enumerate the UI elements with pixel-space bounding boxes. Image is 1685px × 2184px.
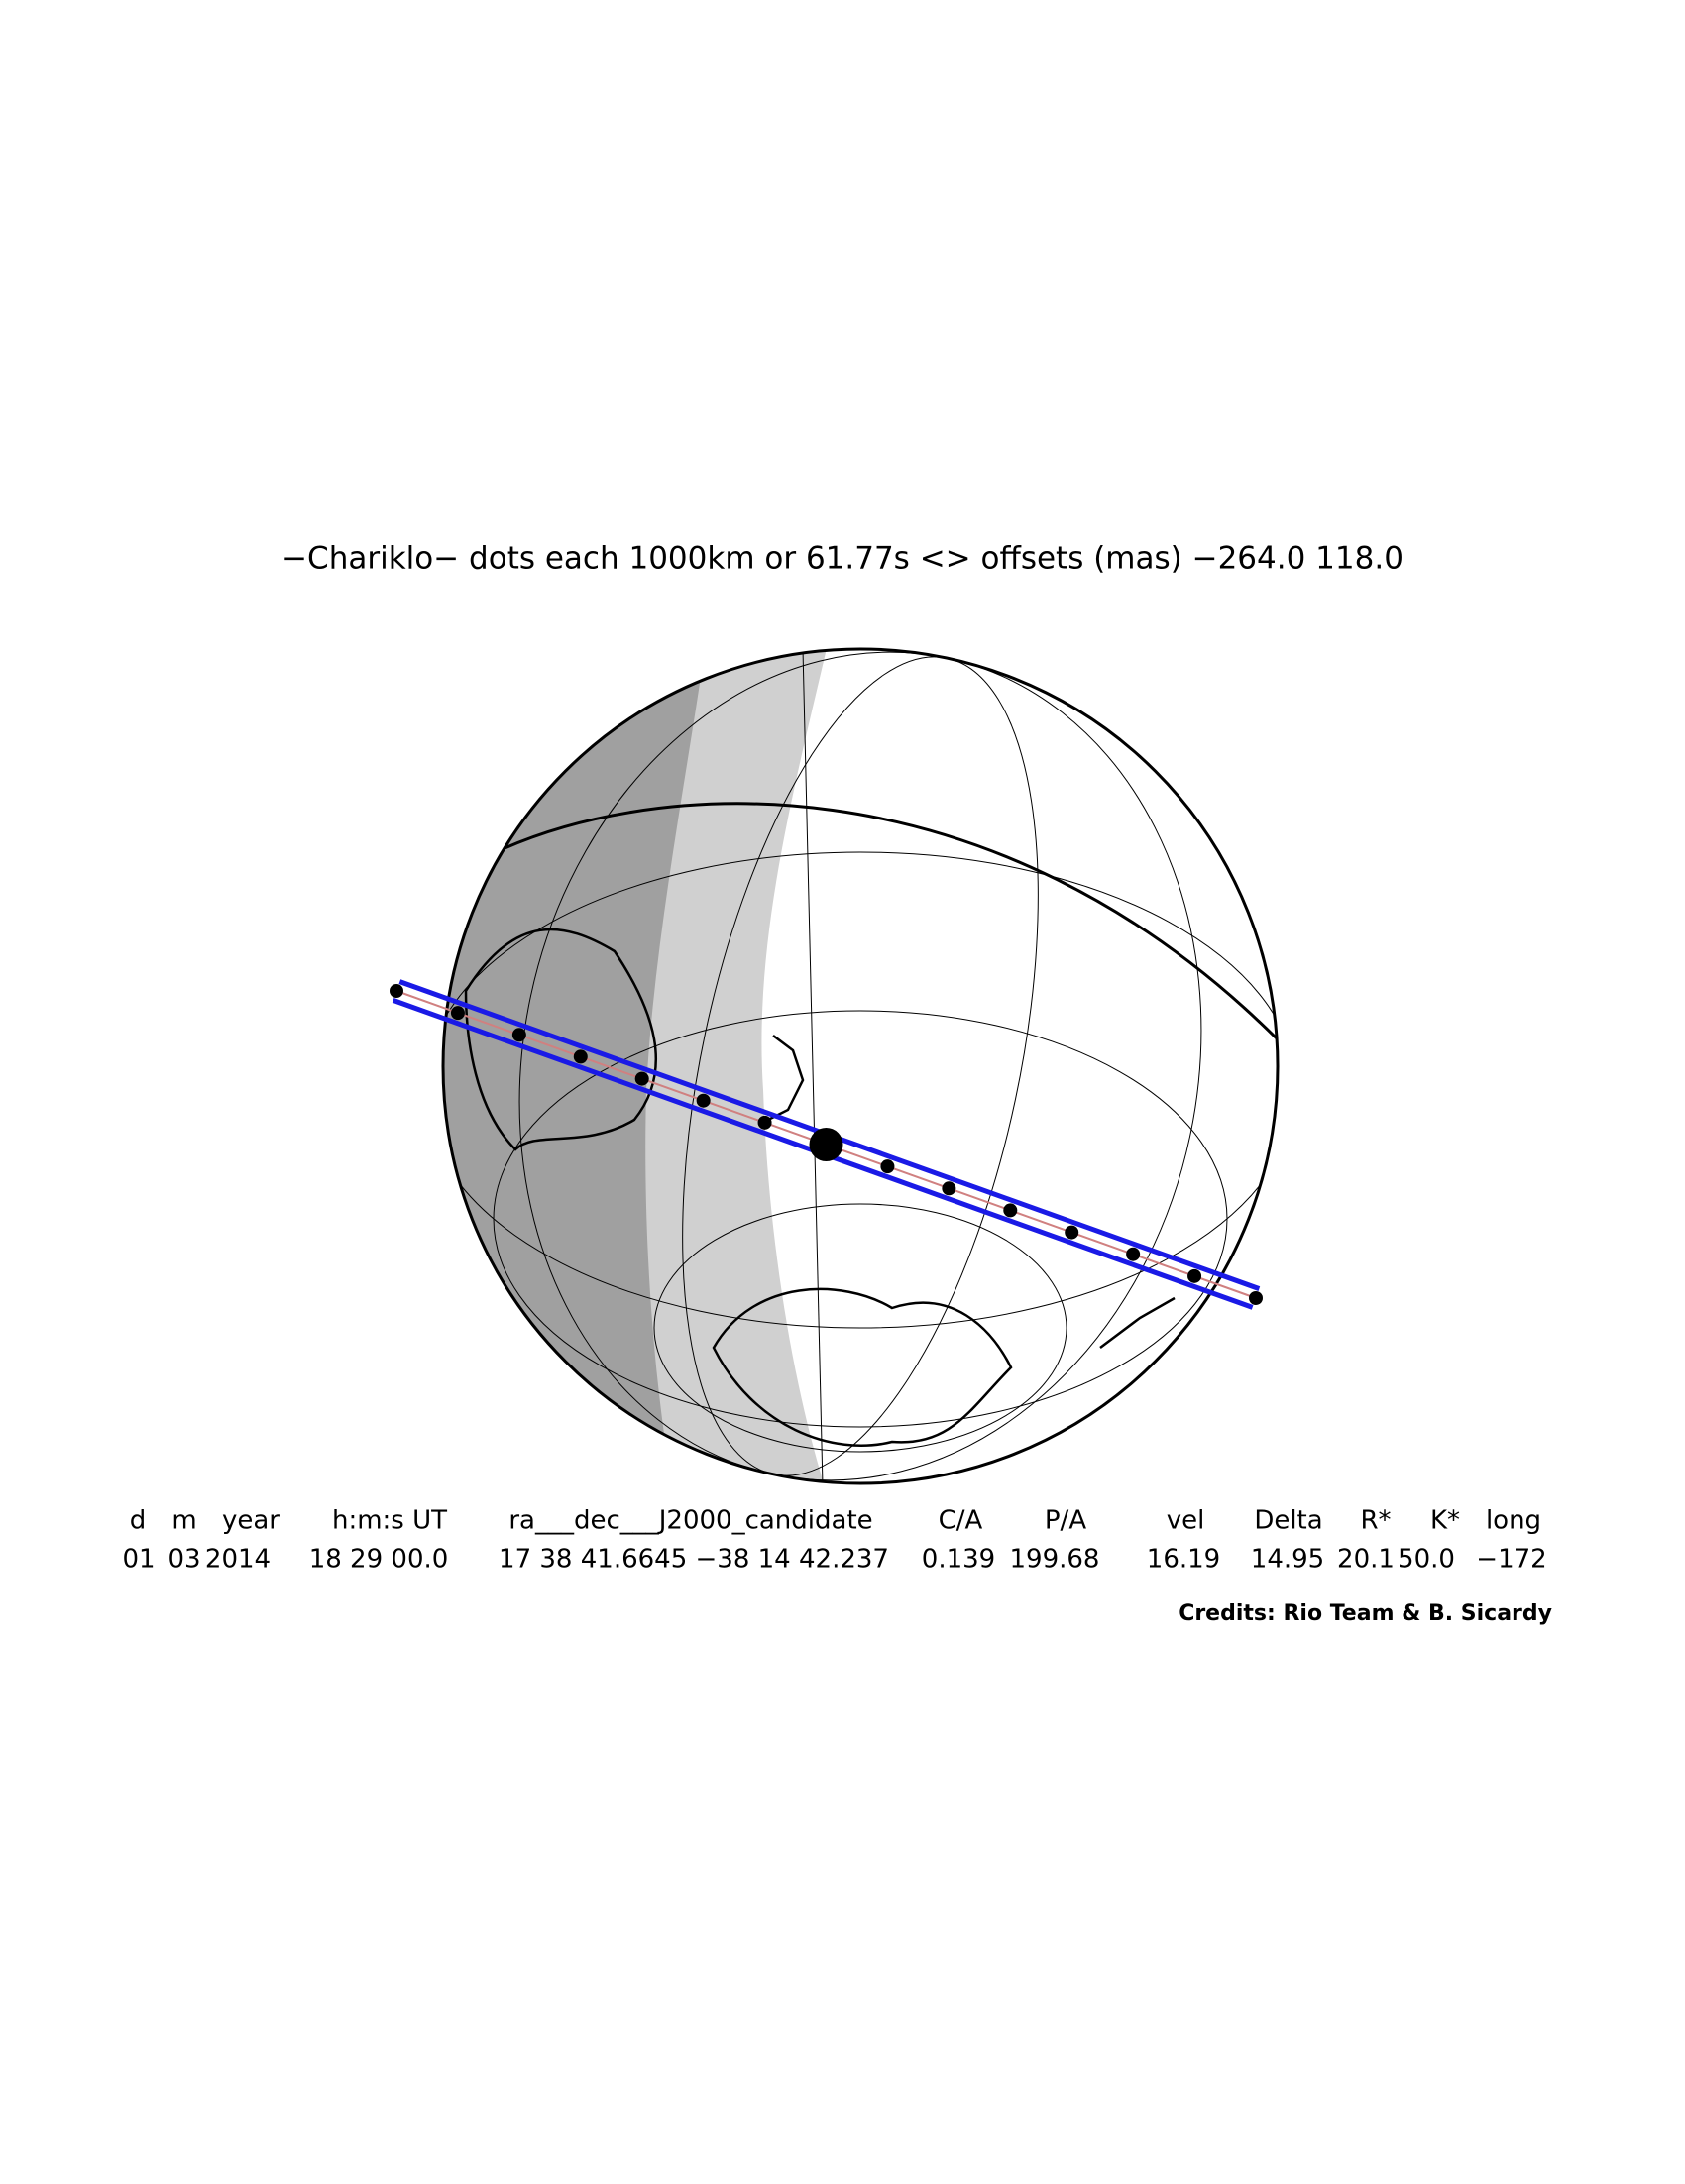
track-dot [634, 1071, 649, 1086]
table-cell: 50.0 [1398, 1545, 1455, 1575]
map-title: −Chariklo− dots each 1000km or 61.77s <>… [281, 541, 1404, 577]
track-dot [880, 1159, 895, 1174]
track-dot [511, 1028, 526, 1042]
globe-shading [443, 649, 1278, 1483]
track-dot [809, 1128, 843, 1161]
track-dot [1003, 1203, 1018, 1218]
track-dot [942, 1181, 956, 1196]
table-header: C/A [939, 1506, 983, 1536]
table-cell: 2014 [205, 1545, 271, 1575]
table-header: ra___dec___J2000_candidate [508, 1506, 872, 1536]
table-cell: 20.1 [1337, 1545, 1395, 1575]
table-header: year [222, 1506, 280, 1536]
track-dot [696, 1093, 711, 1108]
track-dot [390, 984, 403, 998]
table-header: long [1486, 1506, 1541, 1536]
table-header: R* [1360, 1506, 1391, 1536]
table-header: P/A [1045, 1506, 1086, 1536]
table-cell: 199.68 [1010, 1545, 1100, 1575]
table-cell: 17 38 41.6645 −38 14 42.237 [499, 1545, 889, 1575]
credits: Credits: Rio Team & B. Sicardy [1179, 1601, 1552, 1626]
track-dot [573, 1049, 588, 1064]
track-dot [1126, 1247, 1141, 1261]
table-cell: −172 [1476, 1545, 1546, 1575]
table-header: d [130, 1506, 147, 1536]
table-cell: 01 [122, 1545, 155, 1575]
globe-outline [441, 647, 1280, 1485]
track-dot [1249, 1291, 1263, 1305]
track-dot [757, 1115, 772, 1130]
table-cell: 14.95 [1251, 1545, 1324, 1575]
table-cell: 0.139 [922, 1545, 995, 1575]
table-cell: 18 29 00.0 [309, 1545, 449, 1575]
table-cell: 03 [168, 1545, 200, 1575]
track-dot [1065, 1225, 1079, 1240]
table-header: h:m:s UT [332, 1506, 447, 1536]
shadow-track [390, 979, 1263, 1310]
table-header: m [171, 1506, 196, 1536]
table-cell: 16.19 [1147, 1545, 1220, 1575]
track-dot [1187, 1268, 1202, 1283]
table-header: Delta [1254, 1506, 1322, 1536]
table-header: vel [1167, 1506, 1205, 1536]
track-dot [450, 1006, 465, 1021]
table-header: K* [1430, 1506, 1460, 1536]
